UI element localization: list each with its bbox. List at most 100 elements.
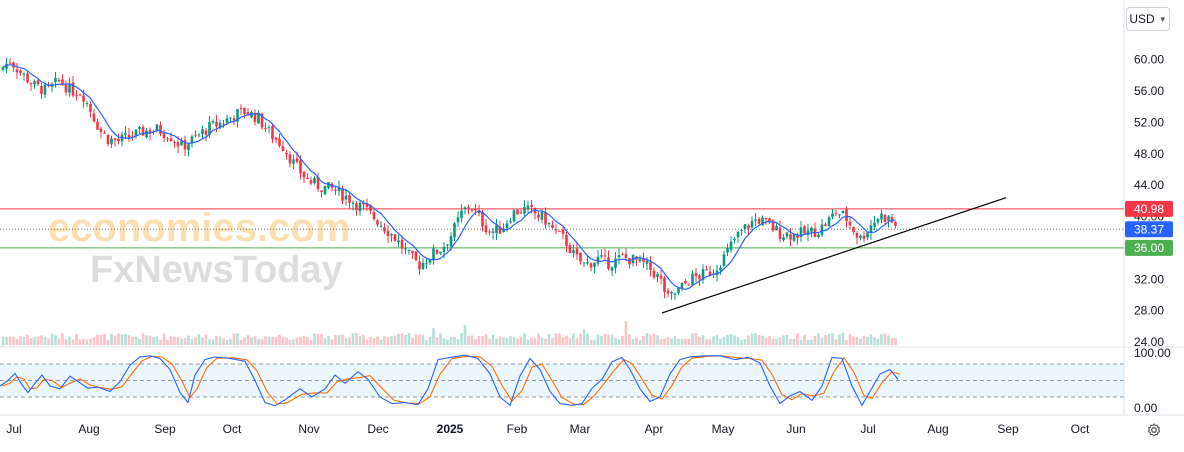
volume-bar — [477, 335, 481, 345]
volume-bar — [22, 336, 26, 345]
volume-bar — [540, 338, 544, 345]
candle — [726, 247, 729, 253]
candle — [344, 195, 348, 200]
volume-bar — [103, 333, 106, 345]
volume-bar — [894, 338, 897, 345]
candle — [866, 232, 869, 238]
volume-bar — [589, 339, 593, 345]
candle — [463, 207, 467, 210]
candle — [778, 227, 782, 239]
time-tick-label: Aug — [78, 422, 99, 436]
candle — [621, 254, 624, 256]
volume-bar — [841, 333, 845, 345]
volume-bar — [208, 339, 211, 345]
candle — [572, 250, 575, 254]
volume-bar — [85, 339, 89, 345]
settings-gear-icon[interactable] — [1145, 421, 1163, 439]
candle — [659, 275, 663, 279]
candle — [495, 224, 498, 234]
volume-bar — [362, 334, 365, 345]
candle — [554, 229, 558, 231]
candle — [260, 113, 264, 128]
candle — [810, 227, 813, 232]
volume-bar — [838, 334, 841, 345]
currency-select[interactable]: USD ▼ — [1126, 7, 1170, 31]
time-tick-label: Sep — [154, 422, 176, 436]
volume-bar — [29, 338, 33, 345]
candle — [407, 249, 411, 251]
candle — [33, 81, 36, 85]
candle — [754, 219, 757, 221]
candle — [404, 248, 407, 250]
volume-bar — [348, 337, 351, 345]
candle — [614, 258, 617, 269]
volume-bar — [194, 337, 197, 345]
volume-bar — [183, 338, 187, 345]
candle — [698, 275, 701, 280]
volume-bar — [365, 339, 369, 345]
volume-bar — [638, 339, 642, 345]
volume-bar — [229, 339, 232, 345]
candle — [673, 293, 677, 295]
volume-bar — [663, 338, 666, 345]
candle — [173, 141, 176, 143]
candle — [204, 130, 208, 135]
candle — [607, 257, 610, 269]
volume-bar — [813, 335, 817, 345]
volume-bar — [806, 339, 810, 345]
candle — [208, 121, 211, 135]
volume-bar — [834, 339, 838, 345]
price-tick-label: 24.00 — [1134, 335, 1164, 349]
volume-bar — [309, 339, 313, 345]
candle — [313, 177, 316, 184]
volume-bar — [113, 335, 117, 345]
volume-bar — [645, 333, 649, 345]
volume-bar — [306, 336, 309, 345]
candle — [862, 235, 866, 239]
volume-bar — [1, 336, 5, 345]
candle — [827, 217, 831, 227]
candle — [883, 214, 887, 222]
volume-bar — [327, 336, 330, 345]
volume-bar — [586, 333, 589, 345]
volume-bar — [743, 339, 747, 345]
volume-bar — [505, 338, 509, 345]
candle — [873, 222, 876, 227]
candle — [390, 234, 393, 236]
candle — [855, 233, 859, 238]
candle — [705, 269, 708, 271]
candle — [425, 263, 428, 265]
candle — [610, 267, 614, 271]
candle — [183, 139, 187, 150]
candle — [484, 225, 488, 233]
volume-bar — [757, 335, 761, 345]
candle — [190, 136, 194, 144]
candle — [89, 103, 92, 112]
candle — [22, 73, 26, 75]
volume-bar — [180, 338, 183, 345]
volume-bar — [474, 339, 477, 345]
volume-bar — [376, 336, 379, 345]
candle — [841, 210, 845, 214]
candle — [267, 127, 271, 129]
volume-bar — [488, 338, 491, 345]
volume-bar — [792, 338, 796, 345]
time-tick-label: Oct — [1071, 422, 1090, 436]
volume-bar — [323, 337, 327, 345]
candle — [274, 137, 278, 140]
candle — [57, 79, 61, 81]
candle — [687, 284, 691, 286]
volume-bar — [106, 339, 110, 345]
volume-bar — [190, 339, 194, 345]
volume-bar — [243, 337, 246, 345]
candle — [306, 177, 309, 179]
candle — [211, 121, 215, 123]
candle — [540, 212, 544, 220]
candle — [558, 230, 561, 232]
volume-bar — [810, 339, 813, 345]
price-tick-label: 52.00 — [1134, 115, 1164, 129]
volume-bar — [495, 338, 498, 345]
candle — [498, 226, 502, 234]
time-tick-label: Oct — [223, 422, 242, 436]
